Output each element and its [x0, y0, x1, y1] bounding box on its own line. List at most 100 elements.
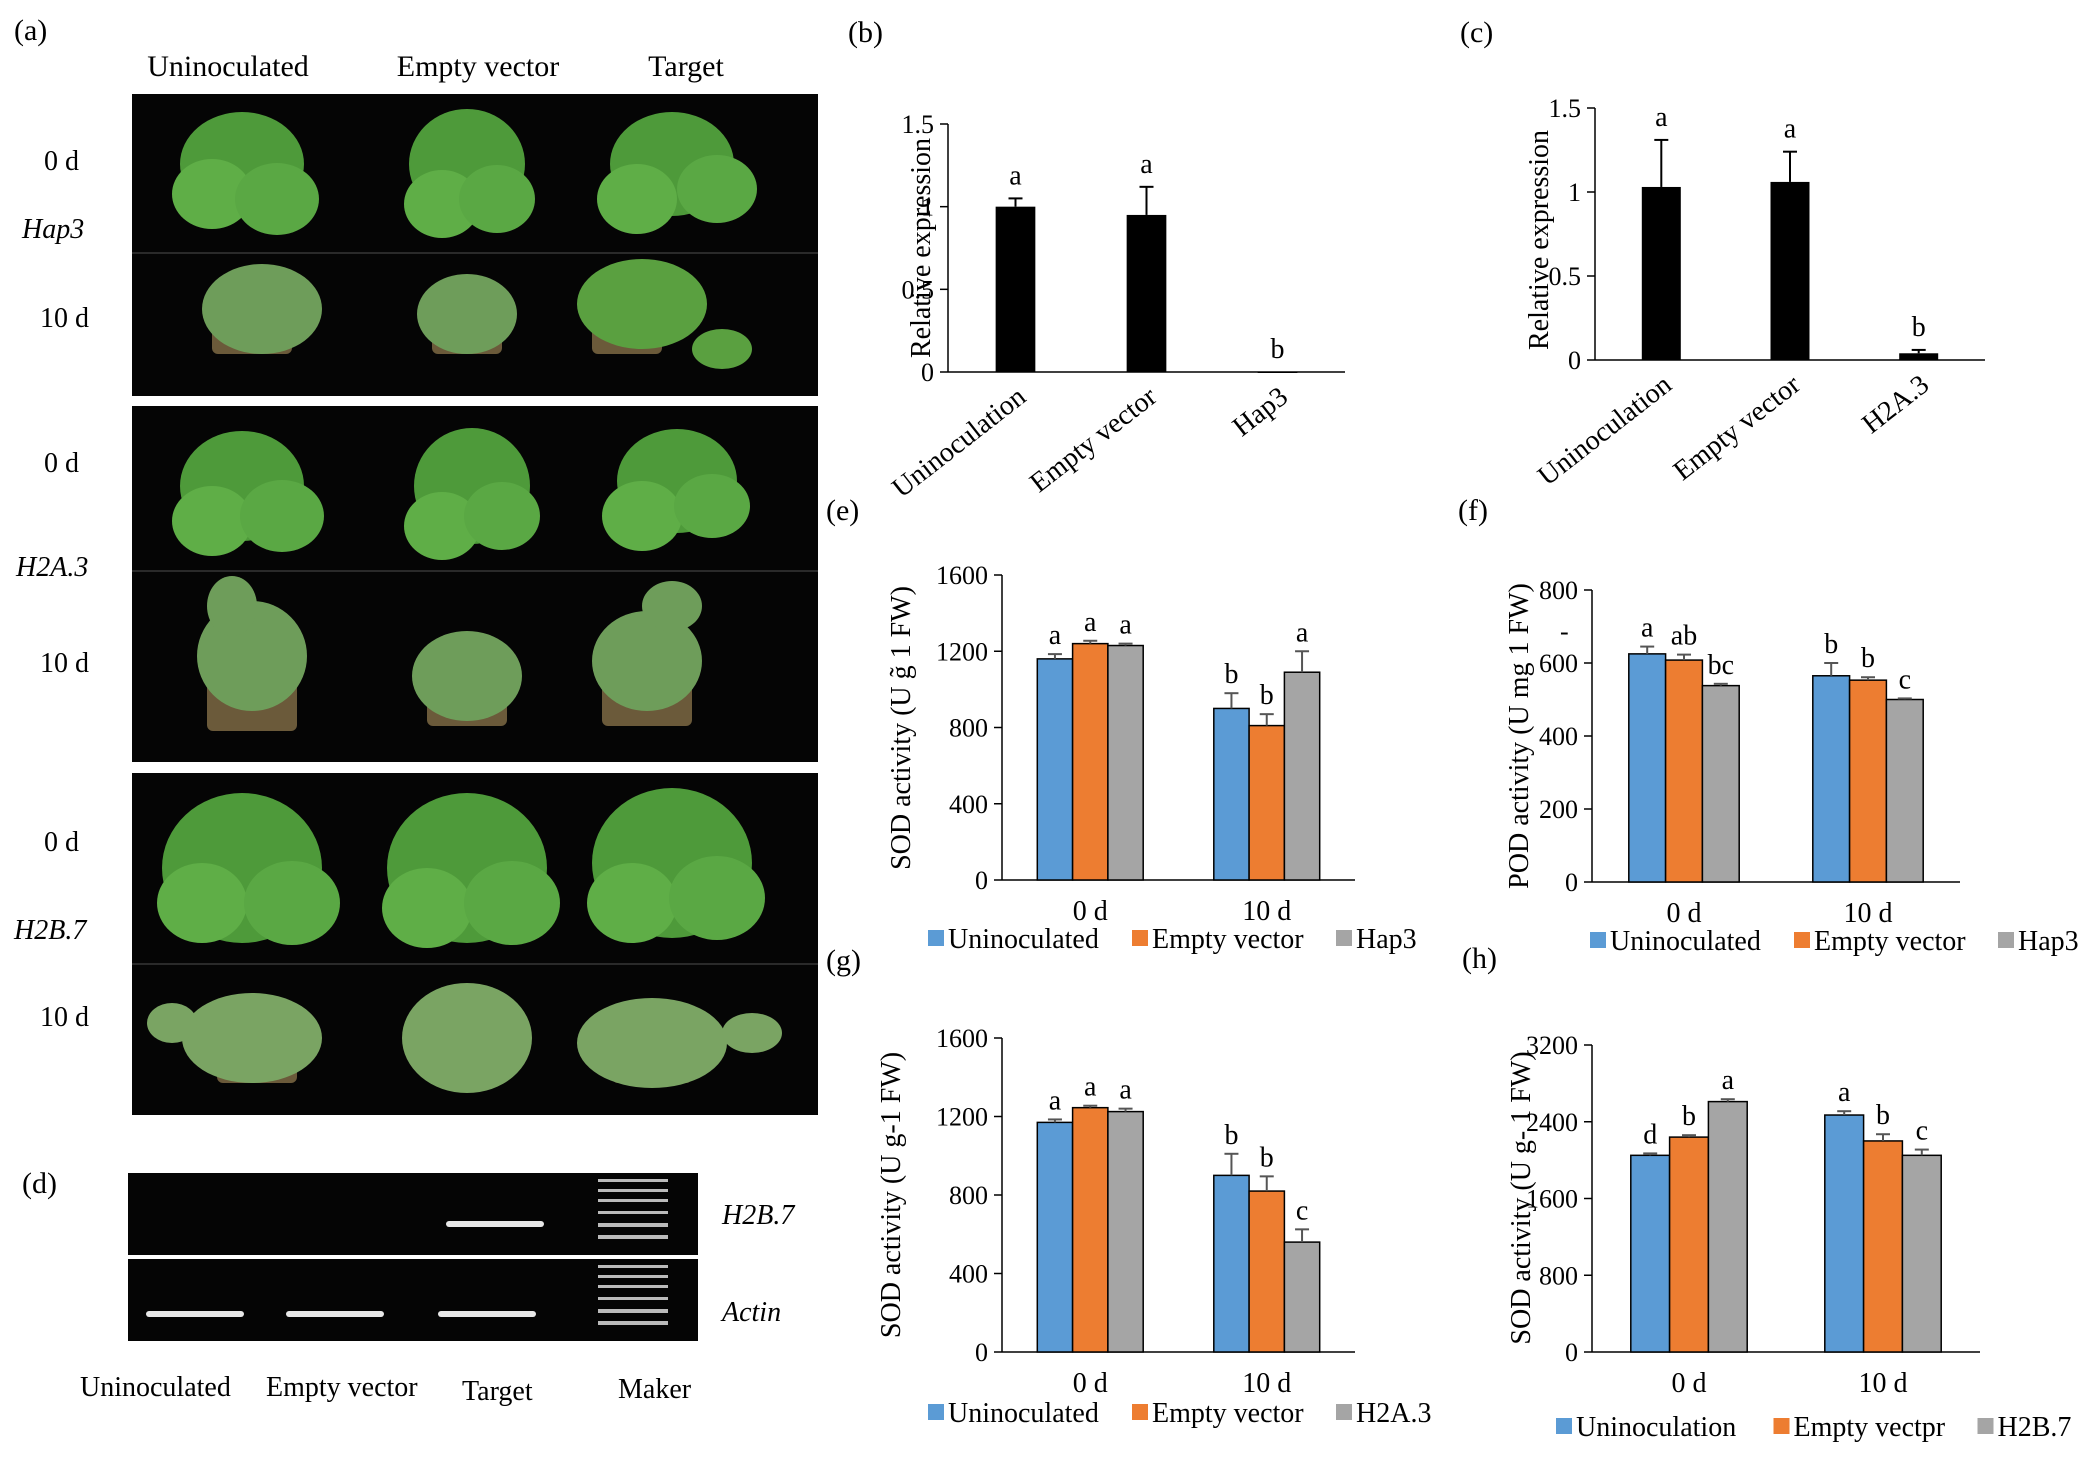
chart-b-ylabel: Relative expression	[906, 138, 937, 358]
column-header-target: Target	[648, 50, 724, 83]
chart-b-ytick-label: 0.5	[902, 275, 935, 304]
chart-f-significance-letter: c	[1899, 664, 1911, 695]
chart-f-bar	[1664, 659, 1704, 883]
chart-e-legend-label: Empty vector	[1152, 924, 1304, 955]
chart-b-ytick-label: 1	[921, 193, 934, 222]
gel-h2b7-bands	[446, 1179, 668, 1239]
chart-g-ytick-label: 1600	[936, 1024, 988, 1053]
chart-h-ytick-label: 0	[1565, 1338, 1578, 1367]
chart-h-legend-swatch	[1773, 1418, 1790, 1434]
chart-g-bar	[1071, 1106, 1109, 1353]
chart-e-ytick-label: 800	[949, 714, 988, 743]
chart-e-significance-letter: a	[1296, 617, 1309, 648]
chart-f-bar	[1885, 698, 1924, 883]
h2b7-plant-photo	[132, 773, 818, 1115]
chart-e-significance-letter: a	[1084, 607, 1097, 638]
chart-c-significance-letter: b	[1912, 312, 1926, 343]
chart-h-significance-letter: b	[1876, 1100, 1890, 1131]
hap3-10d-label: 10 d	[40, 303, 89, 334]
chart-g-legend-swatch	[1336, 1404, 1352, 1420]
chart-e-ytick-label: 1600	[936, 561, 988, 590]
chart-f-bar	[1701, 684, 1740, 883]
chart-h-significance-letter: b	[1682, 1101, 1696, 1132]
h2a3-0d-label: 0 d	[44, 448, 79, 479]
chart-e-legend-swatch	[928, 930, 944, 946]
column-header-empty-vector: Empty vector	[396, 50, 560, 83]
chart-e-ytick-label: 1200	[936, 637, 988, 666]
chart-f-category-label: 10 d	[1844, 898, 1893, 929]
panel-d-label: (d)	[22, 1167, 57, 1200]
chart-e-ytick-label: 400	[949, 790, 988, 819]
chart-g-bar	[1107, 1110, 1144, 1353]
chart-g-significance-letter: b	[1260, 1142, 1274, 1173]
chart-e-significance-letter: a	[1049, 620, 1062, 651]
chart-e-significance-letter: a	[1119, 610, 1132, 641]
chart-f-ylabel-mark: -	[1560, 617, 1569, 646]
chart-h-legend-label: Empty vectpr	[1794, 1412, 1946, 1443]
chart-f-bar	[1812, 675, 1851, 883]
chart-c-bar	[1641, 186, 1681, 360]
h2b7-0d-label: 0 d	[44, 827, 79, 858]
h2a3-plants-graphic	[172, 428, 750, 731]
chart-e-category-label: 10 d	[1242, 896, 1291, 927]
lane-label-maker: Maker	[618, 1374, 692, 1405]
chart-g-significance-letter: b	[1224, 1120, 1238, 1151]
chart-g-ytick-label: 400	[949, 1260, 988, 1289]
gel-actin	[128, 1259, 698, 1341]
chart-e-legend-swatch	[1336, 930, 1352, 946]
chart-g-category-label: 0 d	[1073, 1368, 1108, 1399]
chart-c-significance-letter: a	[1655, 102, 1668, 133]
chart-g-legend-swatch	[1132, 1404, 1148, 1420]
chart-b-category-label: Uninoculation	[886, 381, 1031, 504]
h2b7-gene-label: H2B.7	[14, 915, 87, 946]
chart-c-bar	[1770, 181, 1810, 360]
chart-e-significance-letter: b	[1224, 659, 1238, 690]
chart-c-panel-label: (c)	[1460, 16, 1493, 49]
chart-g: (g) 0 400 800 1200 1600 SOD activity (U g‑1 FW…	[826, 944, 1431, 1429]
gel-h2b7	[128, 1173, 698, 1255]
chart-e-ytick-label: 0	[975, 866, 988, 895]
chart-b-ytick-label: 0	[921, 358, 934, 387]
chart-e-legend-swatch	[1132, 930, 1148, 946]
chart-c: (c) 0 0.5 1 1.5 Relative expression a Uninocula…	[1460, 16, 1985, 492]
column-header-uninoculated: Uninoculated	[147, 50, 309, 83]
chart-e-significance-letter: b	[1260, 680, 1274, 711]
chart-c-significance-letter: a	[1784, 114, 1797, 145]
h2a3-gene-label: H2A.3	[16, 552, 89, 583]
chart-b-significance-letter: a	[1009, 160, 1022, 191]
lane-label-uninoculated: Uninoculated	[80, 1372, 231, 1403]
chart-h-ytick-label: 1600	[1526, 1185, 1578, 1214]
chart-f-legend-swatch	[1590, 932, 1606, 948]
chart-g-significance-letter: a	[1119, 1075, 1132, 1106]
chart-h-bar	[1824, 1114, 1865, 1353]
chart-g-legend-label: Uninoculated	[948, 1398, 1099, 1429]
hap3-0d-label: 0 d	[44, 146, 79, 177]
chart-f-legend-swatch	[1998, 932, 2014, 948]
chart-g-ytick-label: 800	[949, 1181, 988, 1210]
chart-h-bar	[1707, 1100, 1748, 1353]
chart-b-bar	[995, 206, 1036, 372]
chart-e-panel-label: (e)	[826, 494, 859, 527]
chart-e-bar	[1283, 671, 1321, 881]
chart-h-ylabel: SOD activity (U g- 1 FW)	[1506, 1051, 1537, 1344]
chart-h-category-label: 10 d	[1859, 1368, 1908, 1399]
chart-e-category-label: 0 d	[1073, 896, 1108, 927]
chart-e-bar	[1107, 644, 1144, 881]
chart-f-category-label: 0 d	[1667, 898, 1702, 929]
chart-b-significance-letter: a	[1140, 149, 1153, 180]
gel-row-label-h2b7: H2B.7	[722, 1200, 795, 1231]
chart-b-ytick-label: 1.5	[902, 110, 935, 139]
chart-c-bar	[1899, 353, 1939, 360]
chart-h-significance-letter: d	[1643, 1119, 1657, 1150]
hap3-plant-photo	[132, 94, 818, 396]
chart-g-bar	[1036, 1121, 1074, 1353]
chart-f-legend-label: Uninoculated	[1610, 926, 1761, 957]
chart-c-category-label: Empty vector	[1668, 369, 1807, 487]
chart-g-category-label: 10 d	[1242, 1368, 1291, 1399]
chart-f-legend-label: Hap3	[2018, 926, 2079, 957]
chart-h-significance-letter: a	[1838, 1077, 1851, 1108]
h2b7-plants-graphic	[147, 788, 782, 1093]
